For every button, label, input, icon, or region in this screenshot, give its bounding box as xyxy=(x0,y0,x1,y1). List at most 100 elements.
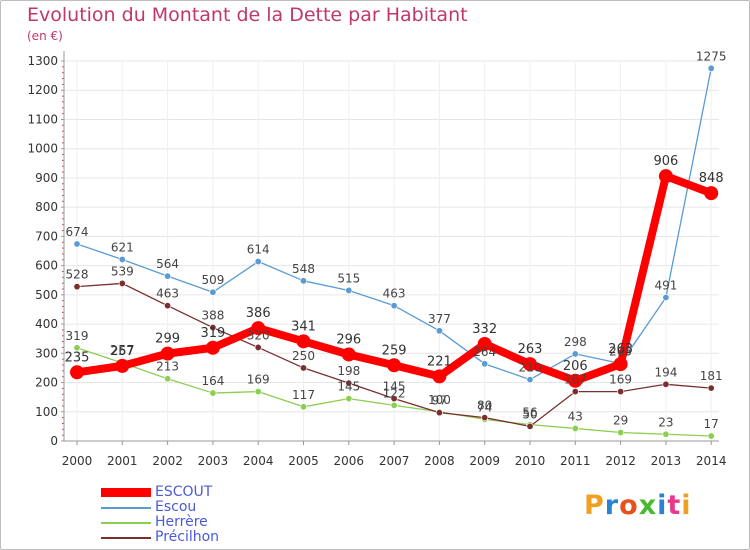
data-point-herrere xyxy=(299,403,307,411)
data-label: 564 xyxy=(156,257,179,271)
data-point-herrere xyxy=(164,375,172,383)
data-point-herrere xyxy=(617,429,625,437)
legend-item: Escou xyxy=(101,500,301,515)
data-label: 206 xyxy=(563,359,588,374)
data-point-precilhon xyxy=(526,422,534,430)
data-point-herrere xyxy=(707,432,715,440)
data-point-escout xyxy=(658,169,673,184)
data-label: 320 xyxy=(247,328,270,342)
legend: ESCOUT Escou Herrère Précilhon xyxy=(101,485,301,545)
data-label: 257 xyxy=(110,344,135,359)
data-point-escou xyxy=(571,350,579,358)
data-label: 621 xyxy=(111,240,134,254)
data-label: 491 xyxy=(654,278,677,292)
data-point-escou xyxy=(73,240,81,248)
data-point-escout xyxy=(251,321,266,336)
y-tick-label: 0 xyxy=(50,434,58,448)
data-label: 341 xyxy=(291,319,316,334)
data-label: 528 xyxy=(66,268,89,282)
chart-title: Evolution du Montant de la Dette par Hab… xyxy=(27,4,468,26)
x-tick-label: 2001 xyxy=(107,454,138,468)
data-point-escou xyxy=(390,302,398,310)
data-point-precilhon xyxy=(345,379,353,387)
x-tick-label: 2010 xyxy=(515,454,546,468)
data-point-precilhon xyxy=(164,302,172,310)
data-point-escou xyxy=(435,327,443,335)
data-point-escout xyxy=(70,365,84,380)
data-point-escout xyxy=(115,358,130,373)
data-label: 74 xyxy=(477,400,492,414)
y-tick-label: 1000 xyxy=(27,142,58,156)
data-point-herrere xyxy=(209,389,217,397)
legend-swatch xyxy=(101,521,151,524)
data-point-escout xyxy=(160,346,175,361)
data-point-escou xyxy=(481,360,489,368)
data-point-precilhon xyxy=(662,380,670,388)
legend-swatch xyxy=(101,536,151,539)
data-point-escout xyxy=(432,369,447,384)
data-label: 463 xyxy=(156,287,179,301)
data-point-herrere xyxy=(345,395,353,403)
data-label: 509 xyxy=(201,273,224,287)
data-point-escout xyxy=(296,334,311,349)
legend-item: Herrère xyxy=(101,515,301,530)
data-label: 296 xyxy=(336,332,361,347)
data-point-precilhon xyxy=(254,343,262,351)
data-label: 463 xyxy=(383,287,406,301)
data-point-precilhon xyxy=(73,283,81,291)
data-point-precilhon xyxy=(571,388,579,396)
data-label: 267 xyxy=(111,344,134,358)
data-label: 56 xyxy=(522,406,537,420)
data-label: 100 xyxy=(428,393,451,407)
data-point-escout xyxy=(568,373,583,388)
data-point-escou xyxy=(707,64,715,72)
data-label: 319 xyxy=(66,329,89,343)
legend-label: ESCOUT xyxy=(155,484,213,500)
data-point-precilhon xyxy=(481,414,489,422)
brand-logo: Proxiti xyxy=(584,490,692,521)
x-tick-label: 2003 xyxy=(198,454,229,468)
y-tick-label: 100 xyxy=(35,405,58,419)
data-point-escou xyxy=(662,293,670,301)
data-point-escou xyxy=(164,272,172,280)
data-label: 388 xyxy=(201,309,224,323)
data-label: 29 xyxy=(613,414,628,428)
data-label: 221 xyxy=(427,354,452,369)
data-label: 198 xyxy=(337,364,360,378)
data-point-precilhon xyxy=(390,395,398,403)
data-point-precilhon xyxy=(617,388,625,396)
y-tick-label: 900 xyxy=(35,171,58,185)
y-tick-label: 300 xyxy=(35,346,58,360)
data-label: 194 xyxy=(654,365,677,379)
legend-item: Précilhon xyxy=(101,530,301,545)
y-tick-label: 1200 xyxy=(27,83,58,97)
data-point-escout xyxy=(387,358,402,373)
x-tick-label: 2014 xyxy=(696,454,727,468)
data-point-escou xyxy=(254,258,262,266)
x-tick-label: 2013 xyxy=(651,454,682,468)
legend-label: Herrère xyxy=(155,514,208,530)
data-point-herrere xyxy=(662,430,670,438)
x-tick-label: 2005 xyxy=(288,454,319,468)
data-point-herrere xyxy=(571,424,579,432)
y-tick-label: 200 xyxy=(35,376,58,390)
data-point-precilhon xyxy=(435,409,443,417)
legend-swatch xyxy=(101,506,151,509)
y-tick-label: 1100 xyxy=(27,112,58,126)
data-label: 264 xyxy=(473,345,496,359)
data-label: 169 xyxy=(609,373,632,387)
grid-lines xyxy=(64,60,719,441)
data-point-escout xyxy=(704,186,719,201)
data-label: 145 xyxy=(337,380,360,394)
x-tick-label: 2009 xyxy=(469,454,500,468)
data-label: 97 xyxy=(432,394,447,408)
y-tick-label: 800 xyxy=(35,200,58,214)
data-point-escou xyxy=(526,376,534,384)
data-label: 674 xyxy=(66,225,89,239)
data-label: 319 xyxy=(200,326,225,341)
data-label: 80 xyxy=(477,399,492,413)
data-label: 50 xyxy=(522,407,537,421)
data-label: 539 xyxy=(111,264,134,278)
